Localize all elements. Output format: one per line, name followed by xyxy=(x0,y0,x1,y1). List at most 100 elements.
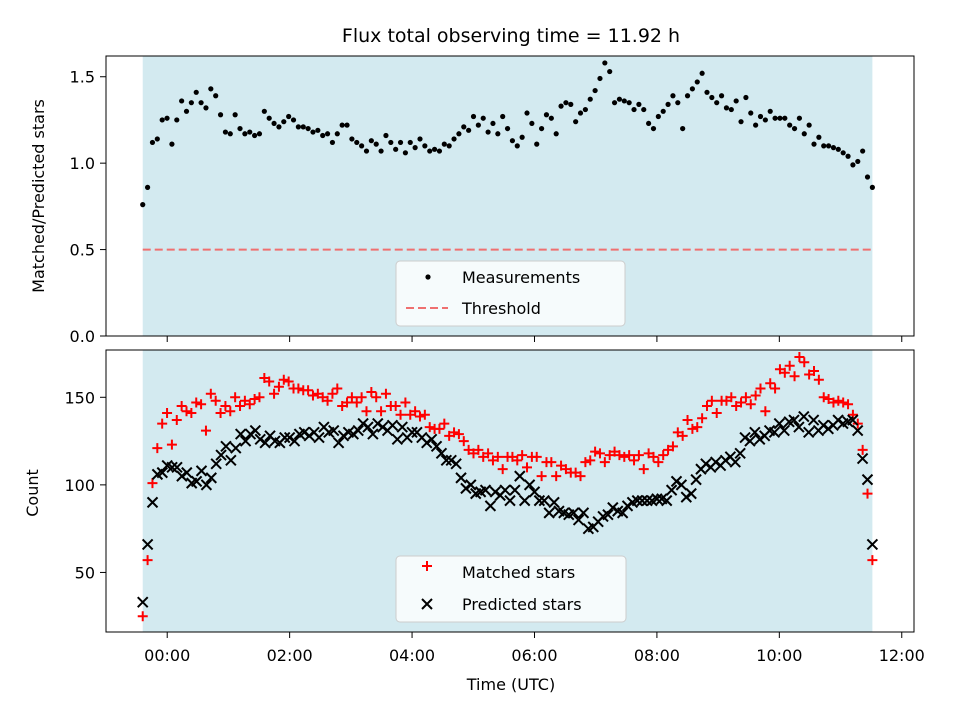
matched-star-point xyxy=(755,383,766,394)
predicted-star-point xyxy=(543,507,555,519)
predicted-legend-marker xyxy=(421,598,433,610)
matched-star-point xyxy=(152,443,163,454)
matched-star-point xyxy=(624,450,635,461)
matched-star-point xyxy=(410,406,421,417)
measurement-point xyxy=(193,89,199,95)
measurement-point xyxy=(295,124,301,130)
predicted-star-point xyxy=(499,484,511,496)
matched-star-point xyxy=(210,395,221,406)
matched-star-point xyxy=(633,450,644,461)
measurement-point xyxy=(310,129,316,135)
measurement-point xyxy=(767,108,773,114)
matched-star-point xyxy=(278,374,289,385)
measurement-point xyxy=(198,100,204,106)
matched-star-point xyxy=(414,411,425,422)
measurement-point xyxy=(490,120,496,127)
measurement-point xyxy=(203,105,209,111)
measurement-point xyxy=(772,115,778,121)
predicted-star-point xyxy=(665,484,678,496)
predicted-star-point xyxy=(567,507,580,519)
measurement-point xyxy=(436,148,443,154)
measurement-point xyxy=(324,131,331,137)
measurement-point xyxy=(811,141,817,147)
predicted-star-point xyxy=(367,428,379,440)
measurement-point xyxy=(213,93,219,99)
count-y-ticks: 50 100 150 xyxy=(64,388,106,582)
matched-star-point xyxy=(512,455,523,466)
measurement-point xyxy=(495,131,501,137)
measurement-point xyxy=(232,112,238,118)
matched-star-point xyxy=(770,383,781,394)
matched-star-point xyxy=(677,430,688,441)
predicted-star-point xyxy=(690,473,702,486)
ratio-y-tick-label: 1.0 xyxy=(70,154,95,173)
matched-star-point xyxy=(818,392,829,403)
measurement-point xyxy=(539,125,545,132)
predicted-star-point xyxy=(577,507,590,519)
ratio-y-tick-label: 1.5 xyxy=(70,68,95,87)
ratio-y-ticks: 0.0 0.5 1.0 1.5 xyxy=(70,68,106,346)
predicted-star-point xyxy=(166,461,178,474)
measurement-point xyxy=(694,79,700,85)
matched-star-point xyxy=(157,418,168,429)
measurement-point xyxy=(743,94,749,101)
measurement-point xyxy=(626,100,632,106)
matched-star-point xyxy=(658,450,669,461)
measurement-point xyxy=(728,106,734,113)
predicted-star-point xyxy=(504,494,516,507)
measurement-point xyxy=(227,131,233,137)
measurement-point xyxy=(840,150,846,156)
predicted-star-point xyxy=(778,424,790,437)
measurement-point xyxy=(470,113,477,120)
ratio-legend-box xyxy=(395,260,626,327)
x-axis-label: Time (UTC) xyxy=(466,675,555,694)
matched-star-point xyxy=(492,451,503,462)
measurement-point xyxy=(753,122,759,128)
matched-star-point xyxy=(687,423,698,434)
measurement-point xyxy=(543,112,550,118)
measurement-point xyxy=(573,119,579,125)
matched-star-point xyxy=(745,399,756,410)
matched-star-point xyxy=(244,399,255,410)
count-y-label: Count xyxy=(23,469,42,517)
measurement-point xyxy=(718,93,725,99)
predicted-star-point xyxy=(137,596,149,608)
measurement-point xyxy=(636,101,642,107)
matched-star-point xyxy=(629,455,640,466)
matched-star-point xyxy=(307,390,318,401)
matched-star-point xyxy=(692,422,703,433)
measurement-point xyxy=(339,122,345,128)
matched-star-point xyxy=(740,392,751,403)
ratio-y-label: Matched/Predicted stars xyxy=(29,99,48,293)
matched-star-point xyxy=(166,439,177,450)
threshold-legend-label: Threshold xyxy=(461,299,541,318)
matched-star-point xyxy=(205,388,216,399)
chart-title: Flux total observing time = 11.92 h xyxy=(342,25,680,47)
measurement-point xyxy=(748,110,754,116)
matched-star-point xyxy=(653,457,664,468)
predicted-star-point xyxy=(215,449,227,461)
measurement-point xyxy=(140,202,146,208)
measurement-point xyxy=(709,94,715,101)
predicted-star-point xyxy=(660,494,673,507)
predicted-star-point xyxy=(352,424,364,437)
predicted-star-point xyxy=(171,461,183,474)
matched-star-point xyxy=(531,451,542,462)
count-legend-box xyxy=(395,555,627,623)
measurement-point xyxy=(359,143,365,149)
matched-legend-label: Matched stars xyxy=(462,563,575,582)
matched-star-point xyxy=(249,394,260,405)
matched-star-point xyxy=(356,392,367,403)
measurement-point xyxy=(553,131,559,137)
matched-star-point xyxy=(395,409,406,420)
matched-star-point xyxy=(171,415,182,426)
matched-star-point xyxy=(483,448,494,459)
ratio-panel: 0.0 0.5 1.0 1.5 Matched/Predicted stars Mea… xyxy=(29,55,915,346)
matched-star-point xyxy=(162,408,173,419)
measurement-point xyxy=(529,120,535,127)
measurement-point xyxy=(412,145,418,151)
measurement-point xyxy=(276,124,282,130)
predicted-star-point xyxy=(200,479,213,491)
measurement-point xyxy=(631,106,637,113)
count-x-tick-label: 10:00 xyxy=(756,646,802,665)
